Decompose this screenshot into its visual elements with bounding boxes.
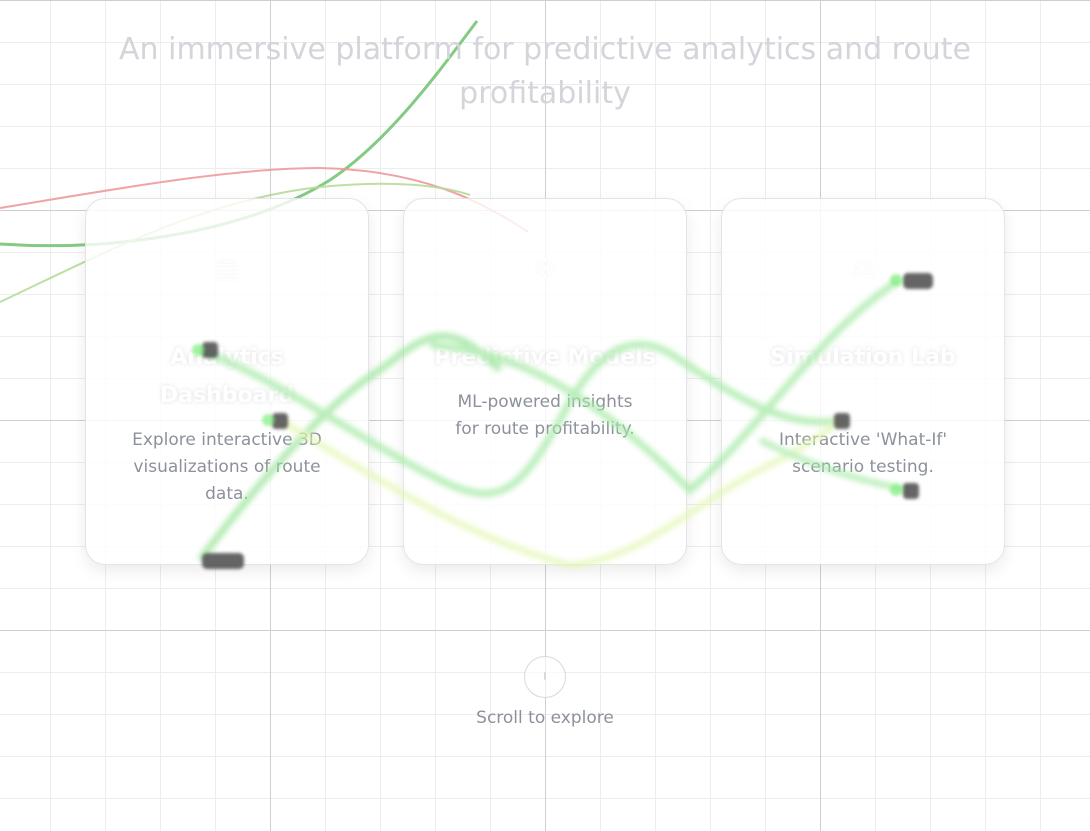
card-description: Interactive 'What-If' scenario testing. <box>778 430 948 477</box>
mouse-icon <box>524 656 566 698</box>
card-description: Explore interactive 3D visualizations of… <box>132 430 322 504</box>
feature-card-simulation[interactable]: ⚖ Simulation Lab Interactive 'What-If' s… <box>721 198 1005 565</box>
card-description: ML-powered insights for route profitabil… <box>455 392 635 439</box>
card-title: Simulation Lab <box>770 345 956 370</box>
scroll-label: Scroll to explore <box>476 708 614 728</box>
scroll-indicator[interactable]: Scroll to explore <box>445 656 645 728</box>
card-title: Analytics Dashboard <box>159 345 295 408</box>
chart-icon: ▤ <box>214 254 240 284</box>
feature-card-analytics[interactable]: ▤ Analytics Dashboard Explore interactiv… <box>85 198 369 565</box>
simulation-icon: ⚖ <box>851 254 875 284</box>
brain-icon: ⚙ <box>533 254 557 284</box>
feature-card-predictive[interactable]: ⚙ Predictive Models ML-powered insights … <box>403 198 687 565</box>
card-title: Predictive Models <box>434 345 656 370</box>
